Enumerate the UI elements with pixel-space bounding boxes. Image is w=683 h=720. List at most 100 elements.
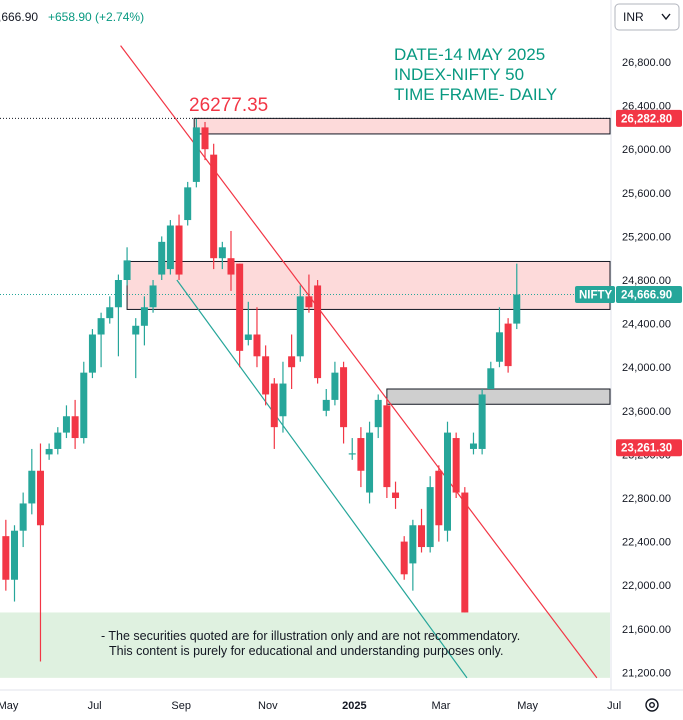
currency-selector[interactable] [614,3,680,31]
candle-body [374,399,382,428]
candle-body [322,399,330,411]
candle-body [54,432,62,449]
candle [262,345,270,406]
price-tick-label: 26,800.00 [622,57,671,69]
time-tick-label: Nov [258,700,278,712]
zone-resistance-1 [126,260,611,310]
time-axis[interactable]: May Jul Sep Nov 2025 Mar May Jul [0,700,621,712]
candle-body [80,372,88,439]
candle-body [443,432,451,531]
candle-body [132,325,140,335]
candle-body [88,334,96,373]
zone-disclaimer-3 [0,612,610,678]
candle-body [513,294,521,324]
svg-text:23,261.30: 23,261.30 [621,443,672,455]
time-tick-label: Mar [432,700,451,712]
candle-body [71,416,79,439]
candle [418,508,426,553]
zone-resistance-0 [193,117,611,135]
candle-body [383,405,391,488]
svg-text:26,282.80: 26,282.80 [621,113,672,125]
price-tick-label: 22,000.00 [622,580,671,592]
candle [366,421,374,504]
candle-body [10,530,18,580]
candle-body [45,448,53,455]
candle-body [305,296,313,308]
time-tick-label: Jul [607,700,621,712]
trendlines-layer [120,45,598,679]
candle-body [504,323,512,367]
candle [97,312,105,368]
candle-body [452,438,460,493]
candle [469,432,477,455]
candle-body [210,154,218,259]
candle-body [158,241,166,275]
candle [88,329,96,379]
candle [270,378,278,449]
candle-body [184,187,192,221]
candle-body [2,536,10,580]
candle [513,263,521,330]
candle-body [175,225,183,275]
price-tick-label: 21,200.00 [622,667,671,679]
candle-body [114,280,122,308]
candle [184,181,192,226]
candle-body [253,334,261,357]
price-axis[interactable]: 26,800.00 26,400.00 26,000.00 25,600.00 25,2… [622,57,671,679]
candle-body [366,432,374,493]
candle [426,476,434,553]
candle-body [36,470,44,526]
candle [409,519,417,591]
candle-body [262,356,270,395]
candle [149,280,157,313]
candle-body [348,453,356,455]
candle-body [97,318,105,335]
candle-body [331,372,339,400]
candle [348,438,356,460]
candle [478,389,486,455]
candle-body [244,334,252,340]
lower-level-tag: 23,261.30 [616,439,682,457]
candle [175,214,183,280]
time-tick-label: Jul [88,700,102,712]
candle [218,241,226,270]
price-tick-label: 23,600.00 [622,406,671,418]
candle [322,389,330,417]
candle [443,421,451,542]
candle [244,301,252,346]
candle-body [218,247,226,259]
candle [400,536,408,580]
candle [253,307,261,368]
gear-icon[interactable] [645,698,659,712]
price-tick-label: 24,400.00 [622,319,671,331]
disclaimer-line-1: - The securities quoted are for illustra… [101,629,520,643]
time-tick-label: May [0,700,19,712]
candle [36,443,44,662]
candle [166,220,174,275]
candle-body [469,443,477,449]
candle [288,334,296,389]
candle [132,318,140,379]
candle [10,525,18,602]
zone-gray-2 [386,388,611,405]
candle [28,448,36,515]
candle [357,427,365,488]
currency-label: INR [623,10,644,24]
candle [192,119,200,188]
candle-body [28,470,36,504]
candle-body [106,307,114,319]
price-tick-label: 25,600.00 [622,188,671,200]
candle-body [357,438,365,471]
annotation-timeframe: TIME FRAME- DAILY [394,85,557,104]
time-tick-label: May [517,700,538,712]
candle [80,361,88,444]
candle [236,263,244,368]
candle [71,399,79,449]
candle [383,399,391,498]
candle [331,361,339,406]
candle-body [166,225,174,270]
candle [279,361,287,433]
candle-body [418,525,426,548]
candle-body [340,367,348,428]
